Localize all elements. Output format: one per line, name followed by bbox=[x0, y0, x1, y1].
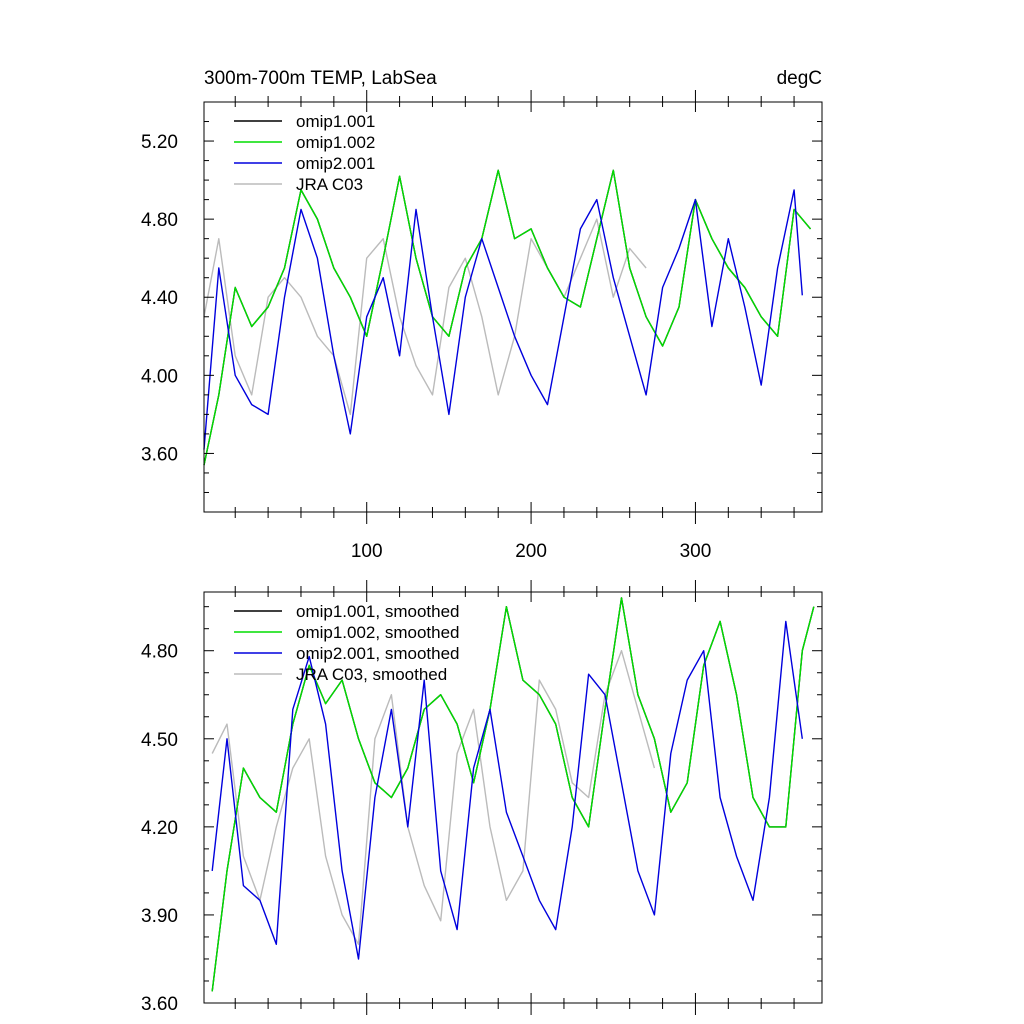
y-tick-label: 4.80 bbox=[141, 642, 178, 663]
legend-label: omip1.001 bbox=[296, 112, 375, 131]
y-tick-label: 4.00 bbox=[141, 366, 178, 387]
y-tick-label: 3.90 bbox=[141, 906, 178, 927]
y-tick-label: 4.50 bbox=[141, 730, 178, 751]
legend-label: omip1.002 bbox=[296, 133, 375, 152]
bottom-panel-legend: omip1.001, smoothed omip1.002, smoothed om… bbox=[234, 602, 460, 684]
series-line-1 bbox=[203, 169, 812, 466]
legend-label: omip1.002, smoothed bbox=[296, 623, 460, 642]
y-tick-label: 3.60 bbox=[141, 994, 178, 1015]
series-line-2 bbox=[203, 189, 803, 450]
top-panel-legend: omip1.001 omip1.002 omip2.001 JRA C03 bbox=[234, 112, 375, 194]
y-tick-label: 4.20 bbox=[141, 818, 178, 839]
plot-frame bbox=[203, 591, 823, 1004]
legend-label: omip2.001, smoothed bbox=[296, 644, 460, 663]
series-line-3 bbox=[203, 218, 647, 416]
series-line-3 bbox=[211, 650, 656, 945]
legend-label: omip2.001 bbox=[296, 154, 375, 173]
legend-label: omip1.001, smoothed bbox=[296, 602, 460, 621]
y-tick-label: 4.80 bbox=[141, 210, 178, 231]
top-panel-title: 300m-700m TEMP, LabSea bbox=[204, 68, 437, 89]
x-tick-label: 100 bbox=[351, 541, 383, 562]
y-tick-label: 3.60 bbox=[141, 444, 178, 465]
legend-label: JRA C03, smoothed bbox=[296, 665, 447, 684]
plot-frame bbox=[203, 101, 823, 513]
series-line-0 bbox=[203, 169, 812, 466]
series-line-2 bbox=[211, 620, 803, 960]
top-panel-units: degC bbox=[777, 68, 822, 89]
y-tick-label: 5.20 bbox=[141, 132, 178, 153]
x-tick-label: 300 bbox=[680, 541, 712, 562]
legend-label: JRA C03 bbox=[296, 175, 363, 194]
y-tick-label: 4.40 bbox=[141, 288, 178, 309]
top-panel: 300m-700m TEMP, LabSea degC 3.60 4.00 4.40… bbox=[141, 68, 823, 562]
series-line-1 bbox=[211, 597, 815, 992]
bottom-panel: 3.60 3.90 4.20 4.50 4.80 omip1.001, smoothed… bbox=[141, 580, 823, 1015]
x-tick-label: 200 bbox=[515, 541, 547, 562]
